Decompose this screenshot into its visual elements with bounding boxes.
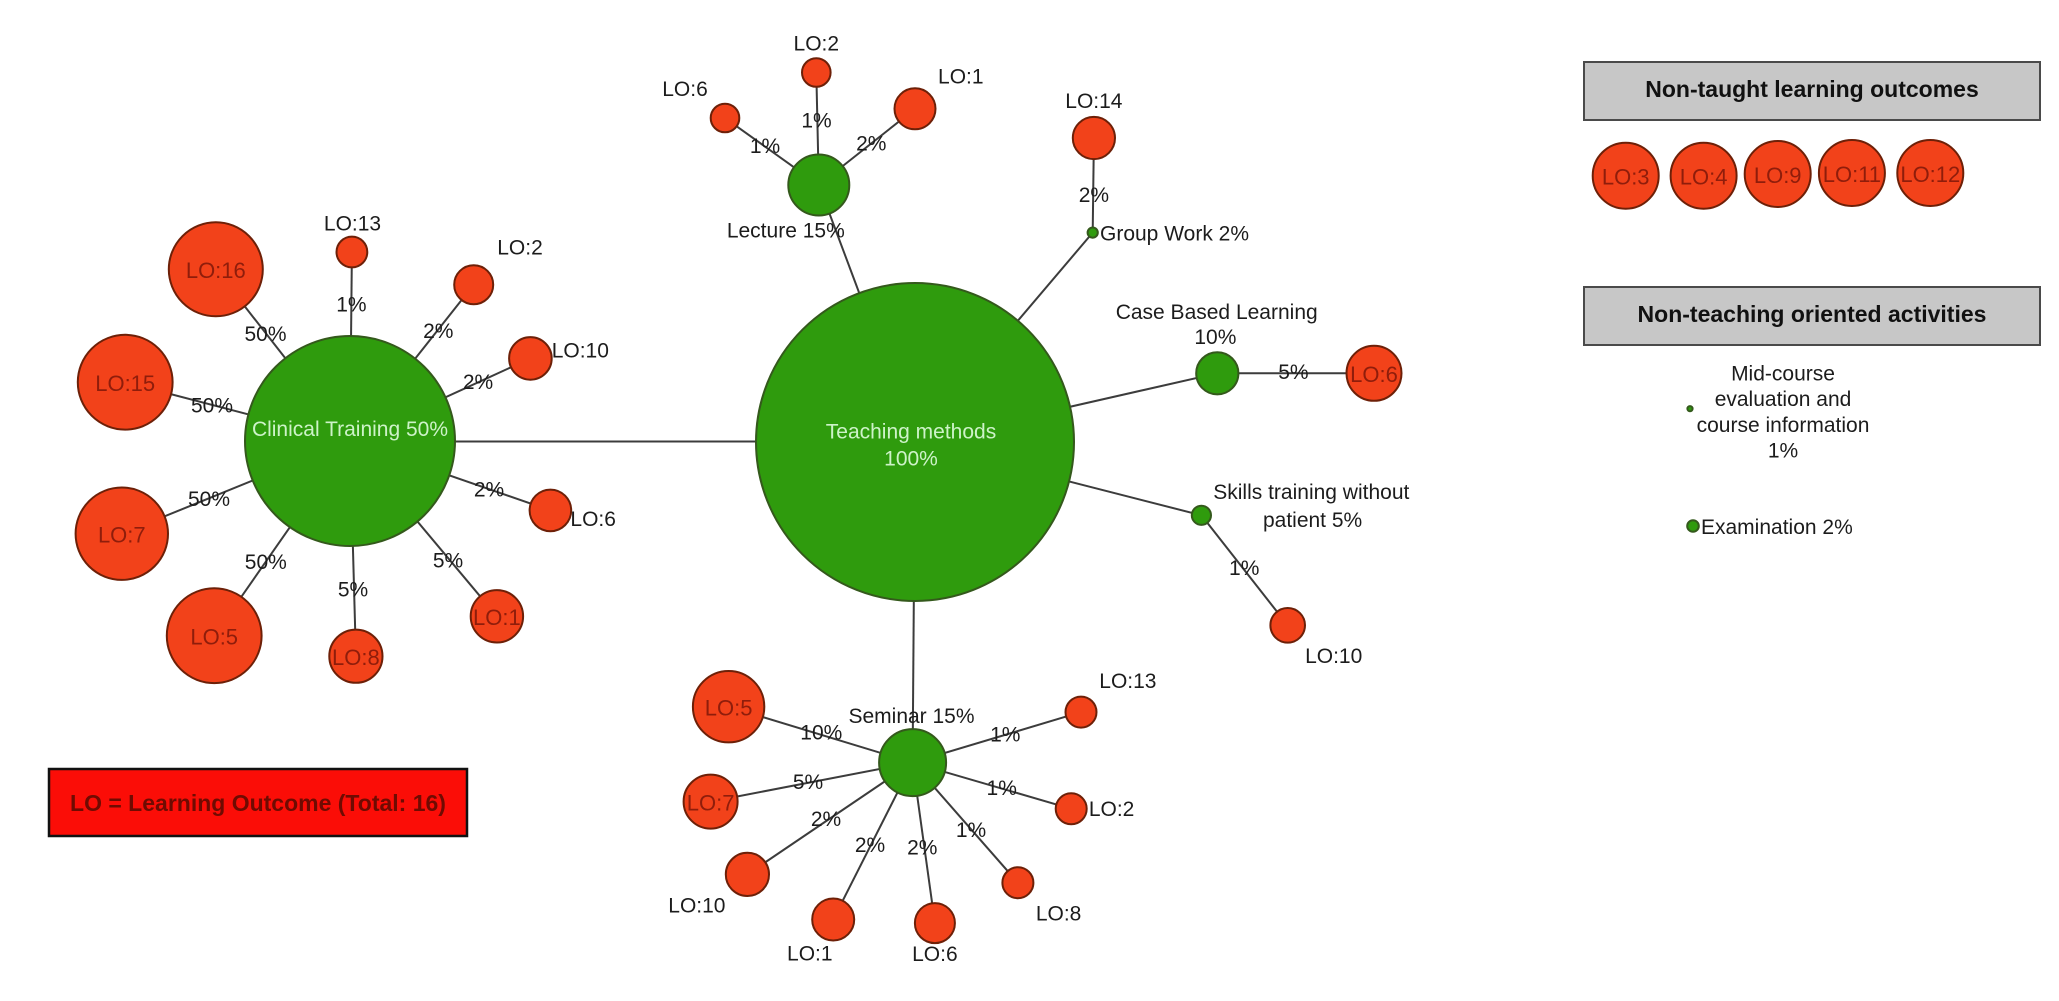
svg-text:LO:7: LO:7 bbox=[98, 523, 146, 548]
svg-text:Group Work 2%: Group Work 2% bbox=[1100, 223, 1249, 246]
svg-text:LO:6: LO:6 bbox=[662, 78, 708, 101]
svg-text:2%: 2% bbox=[463, 371, 493, 394]
svg-text:course information: course information bbox=[1697, 414, 1870, 437]
svg-text:LO:5: LO:5 bbox=[705, 696, 753, 721]
svg-text:50%: 50% bbox=[244, 323, 286, 346]
svg-text:5%: 5% bbox=[793, 771, 823, 794]
svg-text:1%: 1% bbox=[1768, 440, 1798, 463]
svg-text:1%: 1% bbox=[336, 294, 366, 317]
svg-text:50%: 50% bbox=[188, 488, 230, 511]
svg-text:5%: 5% bbox=[433, 550, 463, 573]
svg-text:Skills training without: Skills training without bbox=[1213, 481, 1409, 504]
svg-text:LO:6: LO:6 bbox=[570, 508, 616, 531]
svg-text:LO:11: LO:11 bbox=[1823, 162, 1881, 187]
svg-text:LO:2: LO:2 bbox=[497, 237, 543, 260]
svg-text:LO = Learning Outcome (Total:: LO = Learning Outcome (Total: 16) bbox=[70, 790, 446, 816]
svg-text:2%: 2% bbox=[474, 479, 504, 502]
svg-text:LO:13: LO:13 bbox=[324, 213, 381, 236]
svg-text:Lecture 15%: Lecture 15% bbox=[727, 220, 845, 243]
svg-text:LO:10: LO:10 bbox=[552, 340, 609, 363]
svg-text:1%: 1% bbox=[801, 109, 831, 132]
svg-text:2%: 2% bbox=[855, 834, 885, 857]
svg-text:LO:12: LO:12 bbox=[1900, 162, 1960, 187]
svg-text:Case Based Learning: Case Based Learning bbox=[1116, 301, 1318, 324]
svg-text:10%: 10% bbox=[800, 722, 842, 745]
svg-text:patient 5%: patient 5% bbox=[1263, 509, 1362, 532]
svg-text:50%: 50% bbox=[191, 395, 233, 418]
svg-text:LO:6: LO:6 bbox=[912, 943, 958, 966]
svg-text:5%: 5% bbox=[1278, 361, 1308, 384]
svg-text:2%: 2% bbox=[1079, 184, 1109, 207]
svg-text:1%: 1% bbox=[990, 723, 1020, 746]
svg-text:Teaching methods: Teaching methods bbox=[826, 421, 996, 444]
svg-text:LO:9: LO:9 bbox=[1754, 163, 1802, 188]
svg-text:LO:16: LO:16 bbox=[186, 258, 246, 283]
svg-text:2%: 2% bbox=[907, 837, 937, 860]
svg-text:LO:15: LO:15 bbox=[95, 371, 155, 396]
svg-text:evaluation and: evaluation and bbox=[1715, 388, 1852, 411]
svg-text:LO:4: LO:4 bbox=[1680, 165, 1728, 190]
svg-text:50%: 50% bbox=[245, 551, 287, 574]
svg-text:LO:14: LO:14 bbox=[1065, 90, 1123, 113]
svg-text:100%: 100% bbox=[884, 448, 938, 471]
svg-text:LO:1: LO:1 bbox=[473, 605, 521, 630]
svg-text:LO:1: LO:1 bbox=[787, 942, 833, 965]
svg-text:Non-taught learning outcomes: Non-taught learning outcomes bbox=[1645, 76, 1979, 102]
svg-text:1%: 1% bbox=[750, 135, 780, 158]
svg-text:LO:8: LO:8 bbox=[332, 645, 380, 670]
svg-text:2%: 2% bbox=[423, 320, 453, 343]
svg-text:1%: 1% bbox=[956, 819, 986, 842]
svg-text:LO:1: LO:1 bbox=[938, 65, 984, 88]
svg-text:LO:8: LO:8 bbox=[1036, 903, 1082, 926]
svg-text:Non-teaching oriented activiti: Non-teaching oriented activities bbox=[1638, 301, 1987, 327]
svg-text:1%: 1% bbox=[987, 777, 1017, 800]
svg-text:5%: 5% bbox=[338, 579, 368, 602]
svg-text:Mid-course: Mid-course bbox=[1731, 363, 1835, 386]
svg-text:LO:7: LO:7 bbox=[687, 791, 735, 816]
svg-text:LO:3: LO:3 bbox=[1602, 165, 1650, 190]
svg-text:10%: 10% bbox=[1194, 326, 1236, 349]
svg-text:LO:10: LO:10 bbox=[1305, 645, 1362, 668]
svg-text:LO:5: LO:5 bbox=[190, 625, 238, 650]
svg-text:Examination 2%: Examination 2% bbox=[1701, 516, 1853, 539]
svg-text:LO:6: LO:6 bbox=[1350, 362, 1398, 387]
svg-text:2%: 2% bbox=[811, 808, 841, 831]
svg-text:Clinical Training 50%: Clinical Training 50% bbox=[252, 418, 448, 441]
svg-text:Seminar 15%: Seminar 15% bbox=[848, 705, 974, 728]
svg-text:LO:10: LO:10 bbox=[668, 895, 725, 918]
svg-text:2%: 2% bbox=[856, 132, 886, 155]
svg-text:1%: 1% bbox=[1229, 557, 1259, 580]
svg-text:LO:2: LO:2 bbox=[794, 32, 840, 55]
svg-text:LO:13: LO:13 bbox=[1099, 670, 1156, 693]
svg-text:LO:2: LO:2 bbox=[1089, 798, 1135, 821]
